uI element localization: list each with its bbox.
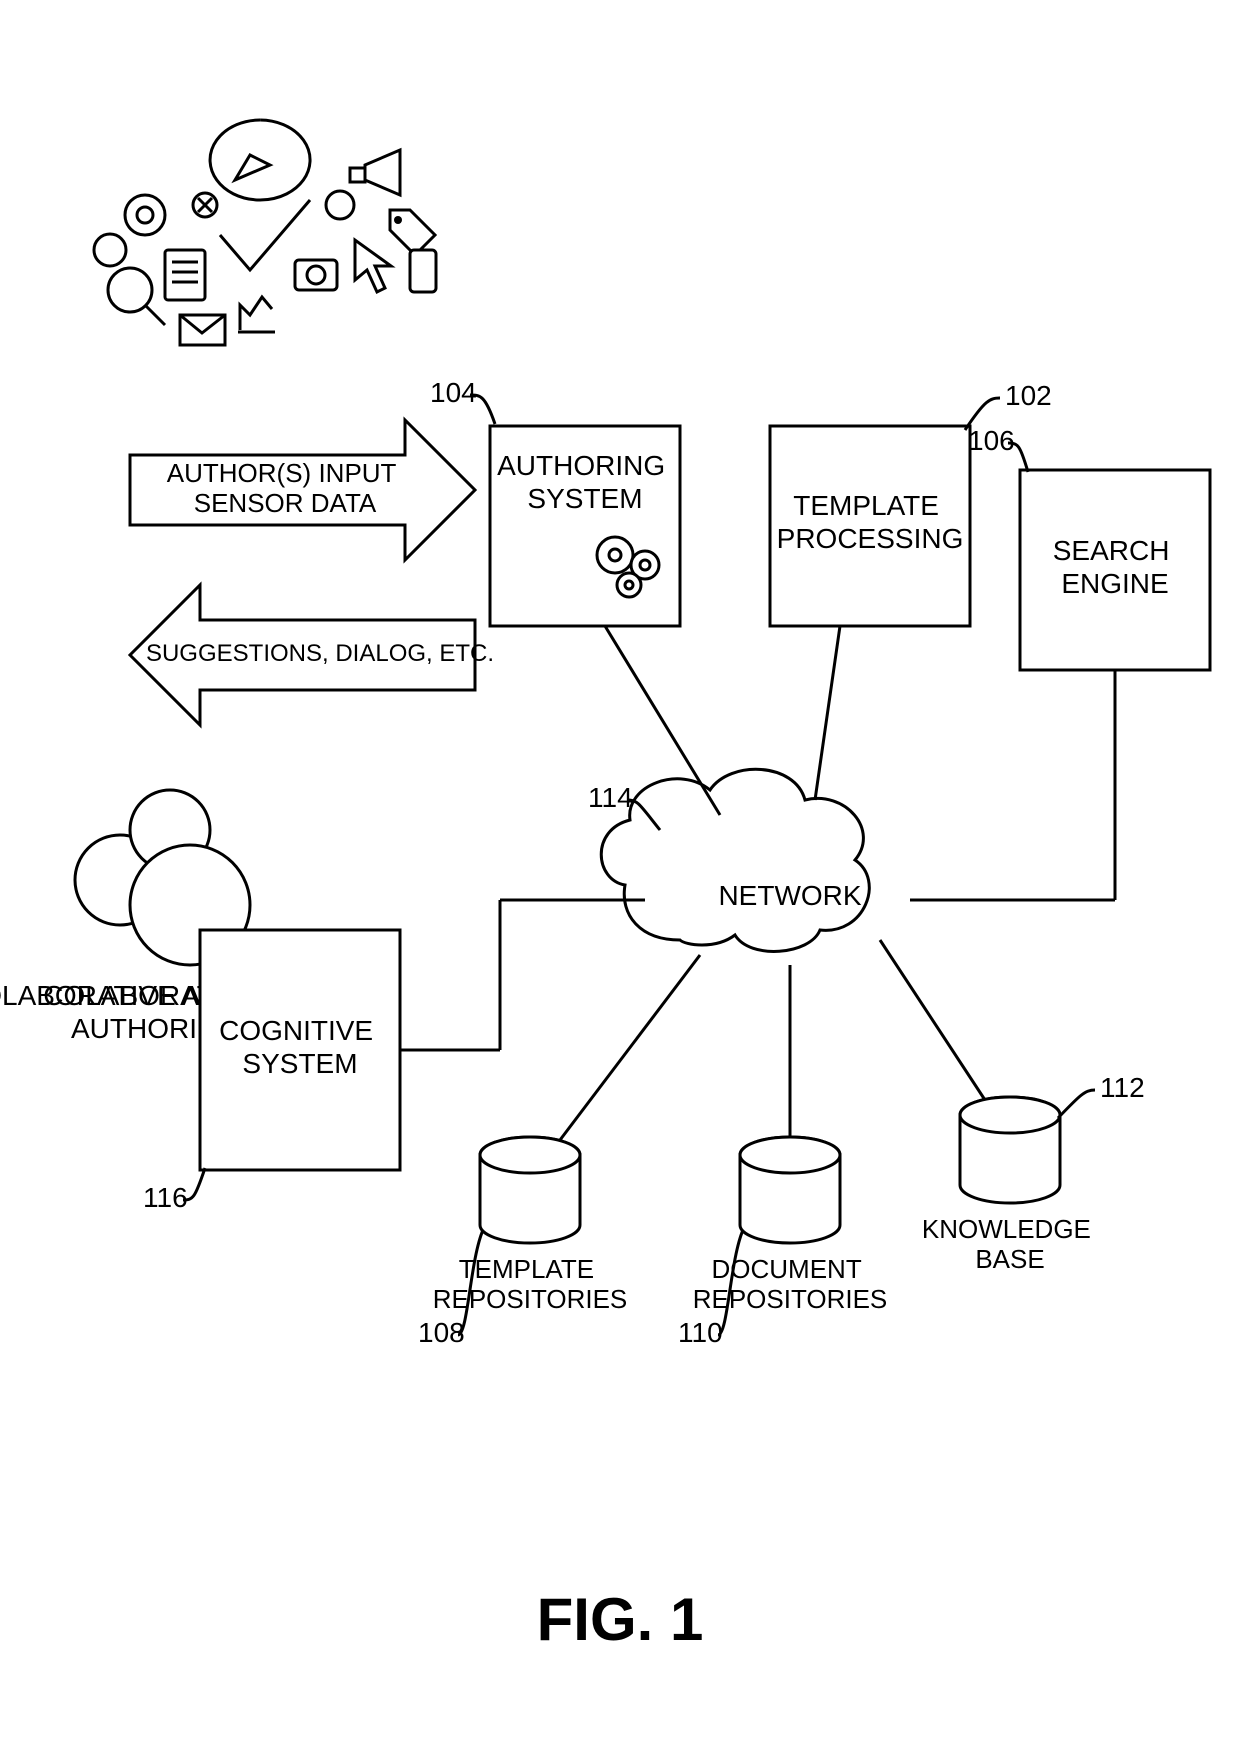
svg-text:AUTHOR(S) INPUT SENSOR D: AUTHOR(S) INPUT SENSOR DATA xyxy=(167,458,403,518)
arrow-in-line2: SENSOR DATA xyxy=(194,488,377,518)
ref-116: 116 xyxy=(143,1182,188,1213)
cognitive-system-node: COGNITIVE SYSTEM 116 xyxy=(143,930,400,1213)
arrow-out-line1: SUGGESTIONS, DIALOG, ETC. xyxy=(146,640,494,667)
network-label: NETWORK xyxy=(718,880,861,911)
ref-110: 110 xyxy=(678,1317,723,1348)
search-line1: SEARCH xyxy=(1053,535,1170,566)
knowledge-line1: KNOWLEDGE xyxy=(922,1214,1091,1244)
authoring-line1: AUTHORING xyxy=(497,450,665,481)
arrow-to-authoring: AUTHOR(S) INPUT SENSOR DATA xyxy=(130,420,475,560)
ref-112: 112 xyxy=(1100,1072,1145,1103)
arrow-from-authoring: SUGGESTIONS, DIALOG, ETC. xyxy=(130,585,494,725)
svg-text:KNOWLEDGE BASE: KNOWLEDGE BASE xyxy=(922,1214,1098,1274)
svg-text:TEMPLATE REPOSITORIES: TEMPLATE REPOSITORIES xyxy=(433,1254,628,1314)
template-processing-node: TEMPLATE PROCESSING 102 xyxy=(770,380,1052,626)
template-repos-node: TEMPLATE REPOSITORIES 108 xyxy=(418,1137,627,1348)
ref-114: 114 xyxy=(588,782,633,813)
diagram-canvas: COLABORATIVE AUTHORING COLABORATIVE AUTH… xyxy=(0,0,1240,1745)
authoring-system-node: AUTHORING SYSTEM 104 xyxy=(430,377,680,626)
icon-cluster xyxy=(94,120,436,345)
authoring-line2: SYSTEM xyxy=(527,483,642,514)
template-line2: PROCESSING xyxy=(777,523,964,554)
template-repos-line1: TEMPLATE xyxy=(459,1254,594,1284)
cognitive-line2: SYSTEM xyxy=(242,1048,357,1079)
document-repos-line2: REPOSITORIES xyxy=(693,1284,888,1314)
ref-102: 102 xyxy=(1005,380,1052,411)
network-cloud: NETWORK 114 xyxy=(588,769,869,951)
arrow-in-line1: AUTHOR(S) INPUT xyxy=(167,458,397,488)
figure-title: FIG. 1 xyxy=(537,1586,704,1653)
knowledge-line2: BASE xyxy=(975,1244,1044,1274)
cognitive-line1: COGNITIVE xyxy=(219,1015,373,1046)
knowledge-base-node: KNOWLEDGE BASE 112 xyxy=(922,1072,1145,1274)
template-repos-line2: REPOSITORIES xyxy=(433,1284,628,1314)
search-engine-node: SEARCH ENGINE 106 xyxy=(968,425,1210,670)
svg-text:DOCUMENT REPOSITORIES: DOCUMENT REPOSITORIES xyxy=(693,1254,888,1314)
ref-106: 106 xyxy=(968,425,1015,456)
search-line2: ENGINE xyxy=(1061,568,1168,599)
ref-108: 108 xyxy=(418,1317,465,1348)
template-line1: TEMPLATE xyxy=(793,490,939,521)
ref-104: 104 xyxy=(430,377,477,408)
document-repos-node: DOCUMENT REPOSITORIES 110 xyxy=(678,1137,887,1348)
